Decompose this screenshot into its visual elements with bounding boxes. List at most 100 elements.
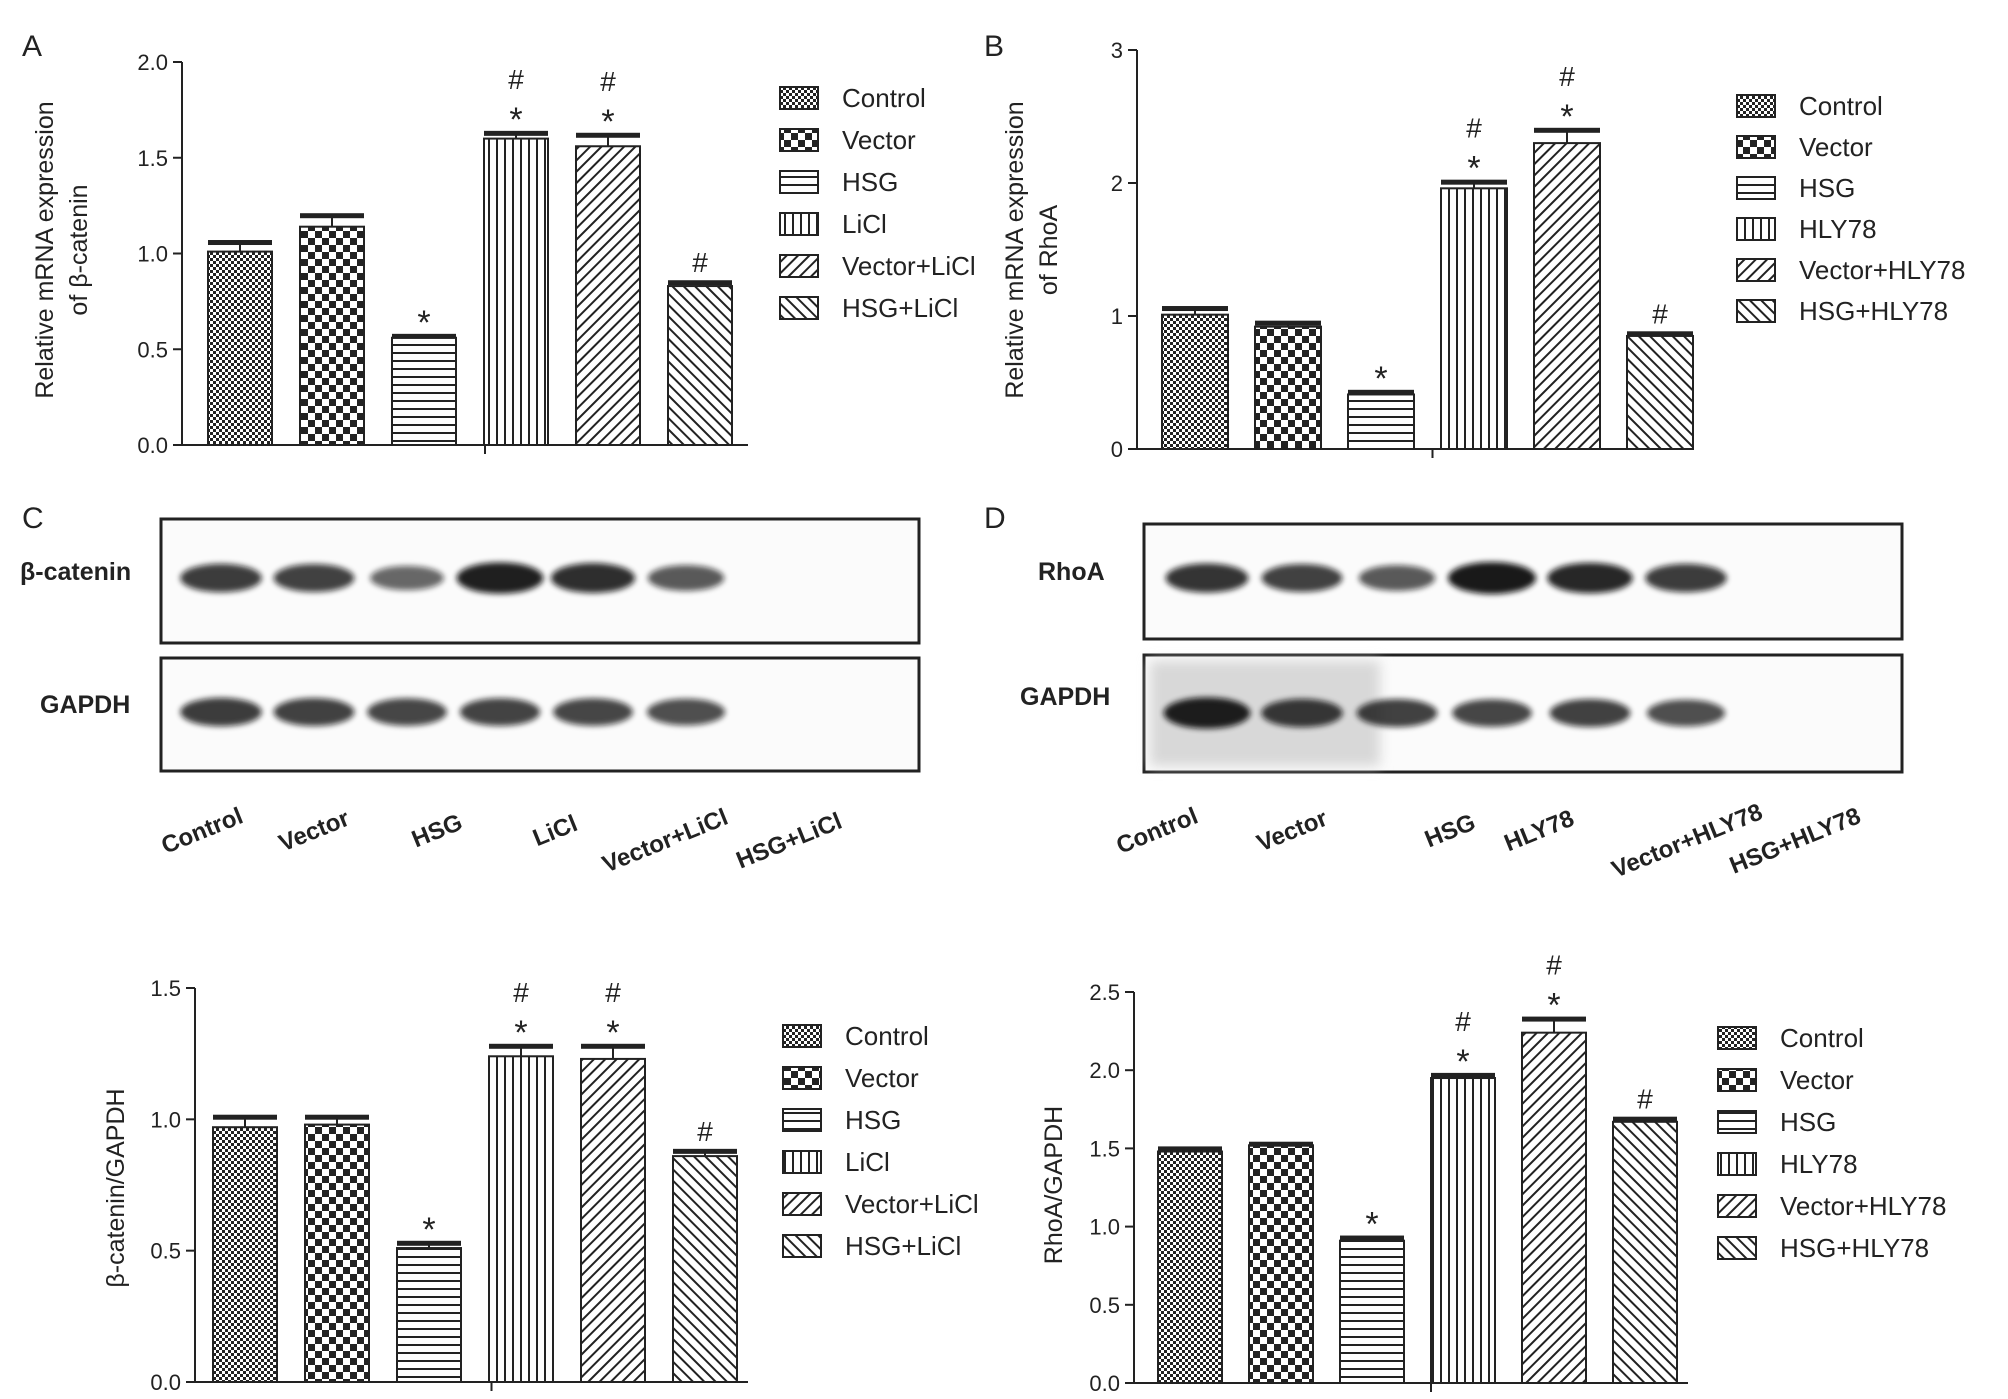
significance-hash: # <box>1546 950 1562 981</box>
error-cap <box>1249 1141 1313 1147</box>
legend-label: HSG+LiCl <box>845 1231 961 1261</box>
bar-hsg-hly78 <box>1626 334 1694 451</box>
significance-hash: # <box>697 1116 713 1147</box>
y-axis-label: Relative mRNA expression <box>31 101 59 398</box>
blot-lane-label: LiCl <box>529 810 581 852</box>
western-blot-c: β-catenin GAPDH Control Vector HSG LiCl Vector… <box>20 517 921 879</box>
significance-star: * <box>417 304 430 342</box>
error-cap <box>1255 320 1321 326</box>
significance-hash: # <box>600 66 616 97</box>
y-tick-label: 1.5 <box>1089 1136 1120 1161</box>
legend-label: HLY78 <box>1799 214 1877 244</box>
legend-swatch <box>782 1108 822 1132</box>
blot-band <box>1452 699 1532 727</box>
legend-swatch <box>782 1192 822 1216</box>
error-cap <box>1162 306 1228 312</box>
significance-star: * <box>422 1211 435 1249</box>
bar-vector <box>1254 325 1322 451</box>
significance-star: * <box>601 103 614 141</box>
blot-row-label: RhoA <box>1038 558 1105 586</box>
legend-label: Control <box>845 1021 929 1051</box>
error-cap <box>1522 1016 1586 1022</box>
legend-label: HSG <box>1799 173 1855 203</box>
bar-control <box>212 1126 278 1384</box>
legend-label: LiCl <box>842 209 887 239</box>
legend-swatch <box>782 1150 822 1174</box>
y-tick-label: 1.5 <box>150 976 181 1001</box>
error-cap <box>1613 1116 1677 1122</box>
significance-hash: # <box>1559 61 1575 92</box>
y-tick-label: 0.5 <box>137 337 168 362</box>
error-cap <box>484 130 548 136</box>
y-tick-label: 1.0 <box>1089 1215 1120 1240</box>
legend-swatch <box>779 296 819 320</box>
blot-band <box>1448 562 1536 594</box>
panel-label-b: B <box>984 30 1005 63</box>
bar-vector-licl <box>575 145 641 446</box>
y-tick-label: 1.0 <box>150 1107 181 1132</box>
legend-label: Vector+HLY78 <box>1780 1191 1946 1221</box>
legend-label: Vector+HLY78 <box>1799 255 1965 285</box>
blot-band <box>1261 563 1343 593</box>
y-tick-label: 0.5 <box>150 1239 181 1264</box>
legend-label: Vector+LiCl <box>842 251 976 281</box>
legend-swatch <box>1736 94 1776 118</box>
significance-star: * <box>1365 1206 1378 1244</box>
panel-label-c: C <box>22 502 44 535</box>
legend-label: Control <box>842 83 926 113</box>
y-tick-label: 0.0 <box>1089 1371 1120 1396</box>
blot-lane-label: HSG <box>408 809 466 854</box>
legend-label: Vector <box>845 1063 919 1093</box>
legend-label: Vector+LiCl <box>845 1189 979 1219</box>
y-axis-label: Relative mRNA expression <box>1001 101 1029 398</box>
legend-label: Vector <box>1780 1065 1854 1095</box>
blot-band <box>456 562 544 594</box>
legend-swatch <box>1717 1068 1757 1092</box>
blot-band <box>1356 698 1438 728</box>
blot-band <box>1646 699 1726 727</box>
blot-lane-label: HSG <box>1421 809 1479 854</box>
blot-band <box>1547 562 1633 594</box>
significance-hash: # <box>692 247 708 278</box>
bar-vector <box>299 225 365 446</box>
significance-hash: # <box>508 64 524 95</box>
blot-band <box>647 565 725 591</box>
y-tick-label: 0.0 <box>150 1370 181 1395</box>
y-tick-label: 0.0 <box>137 433 168 458</box>
blot-band <box>180 563 262 593</box>
legend-swatch <box>1736 299 1776 323</box>
blot-row-label: β-catenin <box>20 558 131 586</box>
y-tick-label: 1 <box>1111 304 1123 329</box>
blot-lane-label: HSG+LiCl <box>733 808 846 875</box>
blot-band <box>370 565 444 591</box>
y-tick-label: 2.0 <box>137 50 168 75</box>
legend-label: HLY78 <box>1780 1149 1858 1179</box>
legend-swatch <box>1736 135 1776 159</box>
legend-swatch <box>779 254 819 278</box>
chart-d: 0.0 0.5 1.0 1.5 2.0 2.5 RhoA/GAPDH * * # * # # Contro… <box>1040 950 1946 1396</box>
chart-b: 0 1 2 3 Relative mRNA expression of RhoA * * # * #… <box>1001 38 1965 462</box>
chart-c: 0.0 0.5 1.0 1.5 β-catenin/GAPDH * * # * # # Control… <box>102 976 979 1395</box>
blot-row-label: GAPDH <box>40 691 130 719</box>
blot-lane-label: Vector <box>1253 805 1331 858</box>
blot-band <box>1645 563 1727 593</box>
error-cap <box>489 1043 553 1049</box>
blot-band <box>646 698 726 726</box>
y-axis-label: of RhoA <box>1035 205 1063 296</box>
panel-label-d: D <box>984 502 1006 535</box>
legend-label: LiCl <box>845 1147 890 1177</box>
bar-hsg <box>391 336 457 447</box>
legend-label: Vector <box>1799 132 1873 162</box>
blot-lane-label: Vector <box>275 805 353 858</box>
bar-licl <box>488 1055 554 1383</box>
y-tick-label: 2 <box>1111 171 1123 196</box>
error-cap <box>1627 331 1693 337</box>
legend-swatch <box>1736 217 1776 241</box>
legend-swatch <box>779 212 819 236</box>
blot-lane-label: Vector+LiCl <box>599 804 732 879</box>
legend-swatch <box>782 1024 822 1048</box>
legend-swatch <box>782 1066 822 1090</box>
panel-label-a: A <box>22 30 43 63</box>
error-cap <box>208 240 272 246</box>
